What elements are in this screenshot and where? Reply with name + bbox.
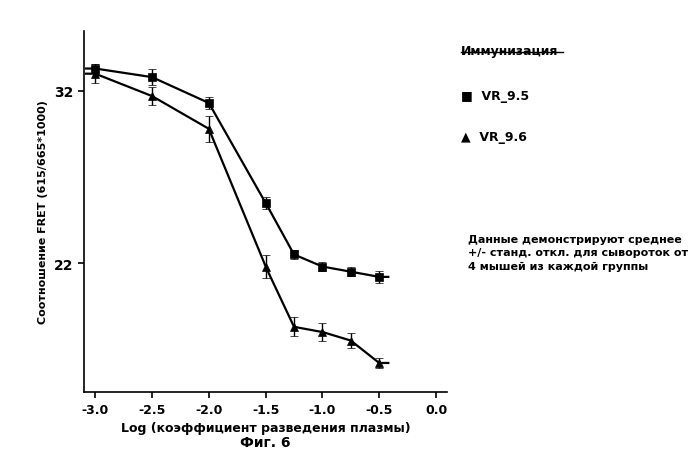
- X-axis label: Log (коэффициент разведения плазмы): Log (коэффициент разведения плазмы): [121, 421, 410, 434]
- Text: Фиг. 6: Фиг. 6: [240, 436, 291, 450]
- Text: ■  VR_9.5: ■ VR_9.5: [461, 90, 529, 103]
- Text: ▲  VR_9.6: ▲ VR_9.6: [461, 131, 527, 144]
- Text: Иммунизация: Иммунизация: [461, 45, 559, 58]
- Y-axis label: Соотношение FRET (615/665*1000): Соотношение FRET (615/665*1000): [38, 100, 48, 324]
- Text: Данные демонстрируют среднее
+/- станд. откл. для сывороток от
4 мышей из каждой: Данные демонстрируют среднее +/- станд. …: [468, 235, 689, 271]
